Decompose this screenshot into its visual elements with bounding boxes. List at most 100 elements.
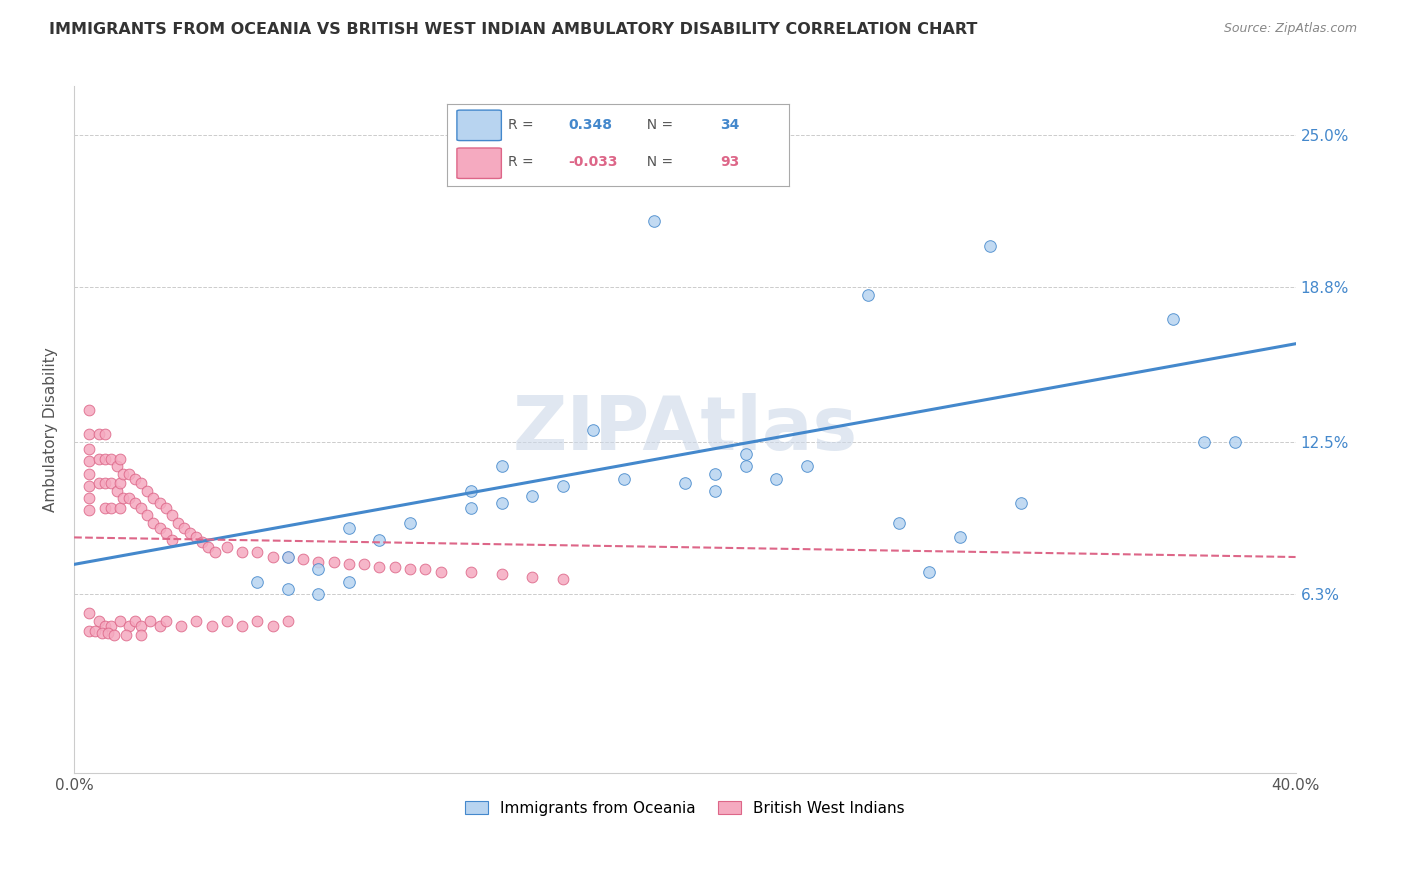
Point: [673, 476, 696, 491]
Point: [118, 491, 141, 506]
Point: [262, 618, 284, 632]
Point: [979, 238, 1001, 252]
Point: [613, 472, 636, 486]
Point: [108, 614, 131, 628]
Point: [337, 558, 360, 572]
Point: [491, 567, 513, 582]
Point: [856, 287, 879, 301]
Point: [1223, 434, 1246, 449]
Point: [160, 533, 183, 547]
Point: [111, 491, 134, 506]
Point: [79, 454, 101, 468]
Point: [167, 516, 190, 530]
Point: [124, 614, 146, 628]
Point: [643, 214, 665, 228]
Point: [93, 500, 115, 515]
Point: [139, 614, 162, 628]
Point: [735, 447, 758, 461]
Point: [368, 559, 391, 574]
Point: [79, 607, 101, 621]
Point: [155, 500, 177, 515]
Point: [277, 549, 299, 564]
Point: [704, 467, 727, 481]
Point: [129, 476, 152, 491]
Point: [307, 587, 329, 601]
Point: [307, 555, 329, 569]
Point: [149, 618, 172, 632]
Point: [108, 500, 131, 515]
Text: IMMIGRANTS FROM OCEANIA VS BRITISH WEST INDIAN AMBULATORY DISABILITY CORRELATION: IMMIGRANTS FROM OCEANIA VS BRITISH WEST …: [49, 22, 977, 37]
Point: [129, 500, 152, 515]
Point: [429, 565, 451, 579]
Point: [142, 491, 165, 506]
Point: [796, 459, 818, 474]
Point: [204, 545, 226, 559]
Point: [100, 500, 122, 515]
Legend: Immigrants from Oceania, British West Indians: Immigrants from Oceania, British West In…: [457, 793, 912, 823]
Point: [124, 496, 146, 510]
Point: [384, 559, 406, 574]
Point: [93, 618, 115, 632]
Point: [399, 562, 422, 576]
Point: [79, 503, 101, 517]
Point: [108, 476, 131, 491]
Point: [246, 614, 269, 628]
Point: [186, 614, 208, 628]
Point: [262, 549, 284, 564]
Point: [142, 516, 165, 530]
Point: [100, 452, 122, 467]
Point: [704, 483, 727, 498]
Point: [100, 618, 122, 632]
Point: [79, 467, 101, 481]
Point: [1192, 434, 1215, 449]
Point: [368, 533, 391, 547]
Point: [179, 525, 201, 540]
Point: [551, 572, 574, 586]
Point: [551, 479, 574, 493]
Point: [322, 555, 344, 569]
Point: [79, 442, 101, 457]
Point: [155, 525, 177, 540]
Point: [337, 574, 360, 589]
Point: [79, 427, 101, 442]
Point: [337, 520, 360, 534]
Point: [491, 459, 513, 474]
Point: [231, 545, 253, 559]
Point: [87, 452, 110, 467]
Point: [353, 558, 375, 572]
Point: [277, 582, 299, 596]
Point: [887, 516, 910, 530]
Point: [460, 483, 482, 498]
Point: [79, 403, 101, 417]
Point: [1163, 312, 1185, 326]
Point: [118, 467, 141, 481]
Point: [186, 530, 208, 544]
Point: [87, 476, 110, 491]
Text: ZIPAtlas: ZIPAtlas: [512, 393, 858, 466]
Point: [136, 483, 159, 498]
Point: [79, 491, 101, 506]
Point: [118, 618, 141, 632]
Point: [200, 618, 222, 632]
Point: [149, 496, 172, 510]
Point: [129, 628, 152, 642]
Point: [111, 467, 134, 481]
Point: [231, 618, 253, 632]
Point: [197, 540, 219, 554]
Point: [173, 520, 195, 534]
Text: Source: ZipAtlas.com: Source: ZipAtlas.com: [1223, 22, 1357, 36]
Point: [97, 626, 120, 640]
Point: [105, 459, 128, 474]
Point: [108, 452, 131, 467]
Point: [1010, 496, 1032, 510]
Point: [191, 535, 214, 549]
Point: [136, 508, 159, 523]
Point: [105, 483, 128, 498]
Point: [170, 618, 193, 632]
Point: [93, 427, 115, 442]
Point: [277, 549, 299, 564]
Point: [84, 624, 107, 638]
Point: [949, 530, 972, 544]
Point: [155, 614, 177, 628]
Point: [87, 427, 110, 442]
